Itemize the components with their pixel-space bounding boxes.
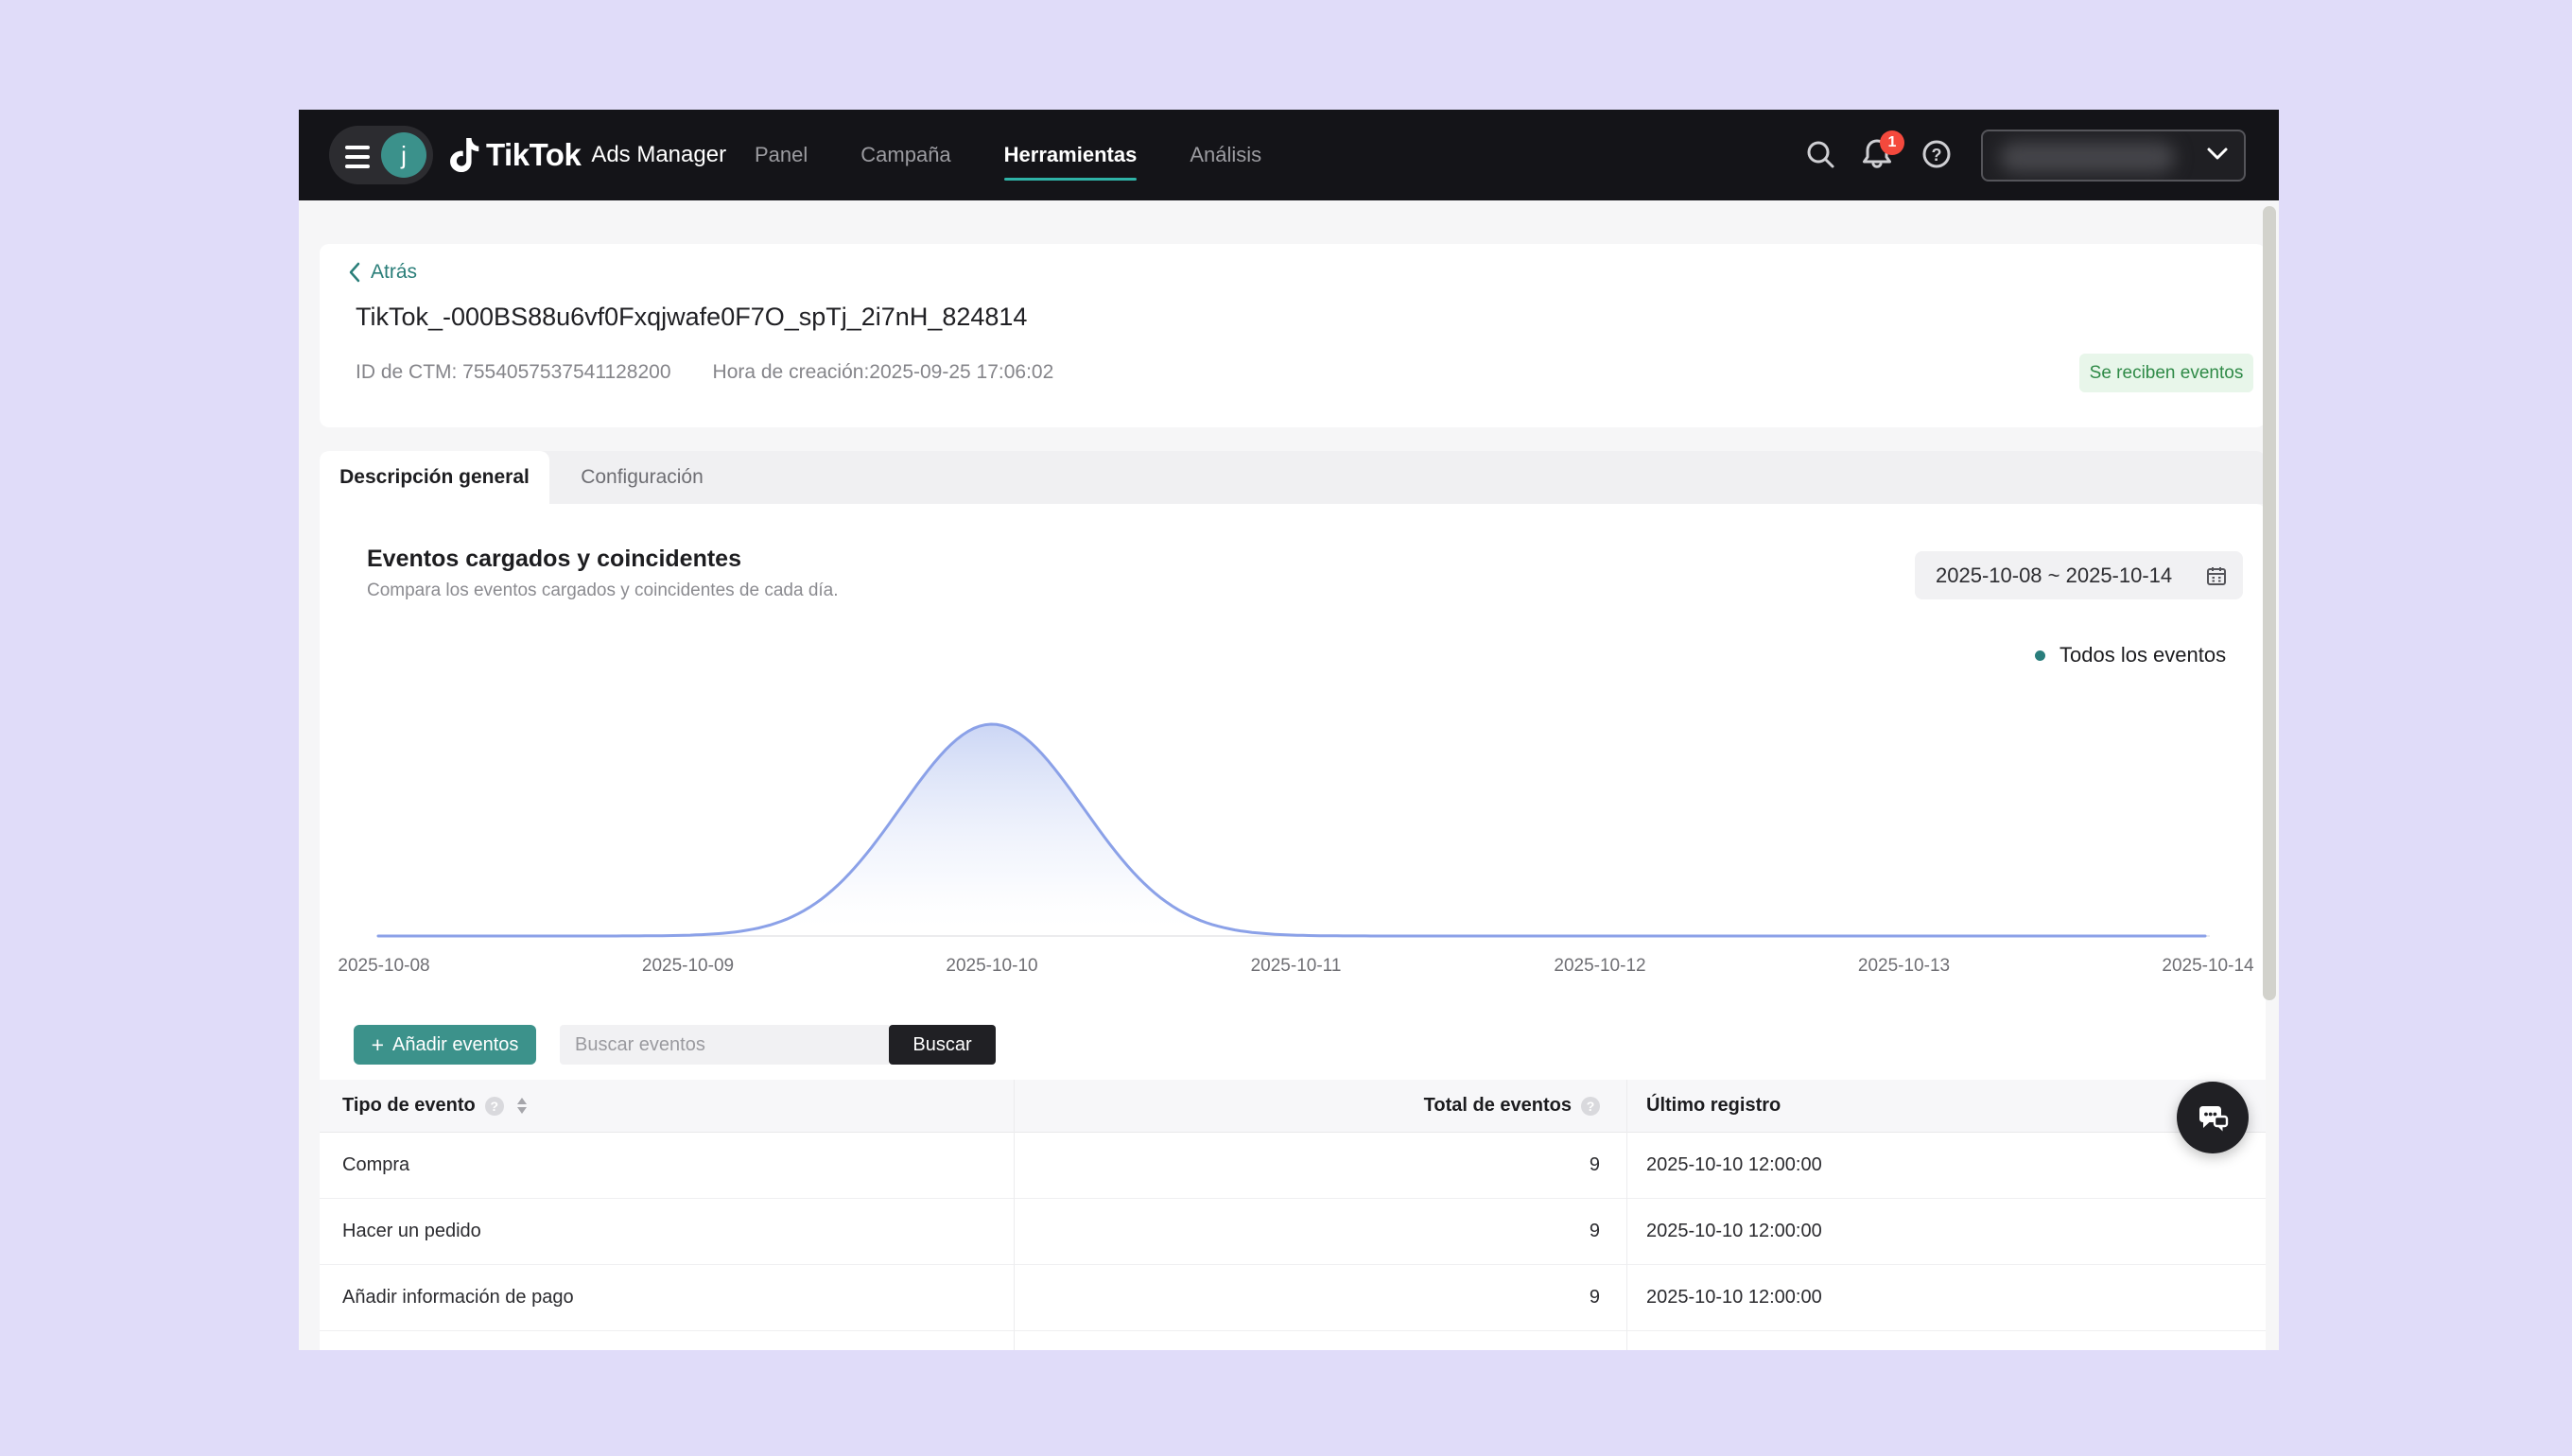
main-nav: Panel Campaña Herramientas Análisis <box>755 110 1261 200</box>
page-title: TikTok_-000BS88u6vf0Fxqjwafe0F7O_spTj_2i… <box>356 303 1027 332</box>
event-total-cell: 9 <box>1590 1287 1600 1309</box>
ads-manager-window: j TikTok Ads Manager Panel Campaña Herra… <box>299 110 2279 1350</box>
date-range-value: 2025-10-08 ~ 2025-10-14 <box>1936 563 2172 588</box>
help-icon[interactable]: ? <box>1916 133 1957 175</box>
account-name-redacted <box>2000 142 2175 173</box>
event-total-cell: 9 <box>1590 1154 1600 1176</box>
event-type-cell: Hacer un pedido <box>342 1221 481 1242</box>
chat-bubbles-icon <box>2193 1098 2233 1137</box>
notification-count-badge: 1 <box>1880 130 1904 155</box>
meta-row: ID de CTM: 7554057537541128200 Hora de c… <box>356 361 1053 384</box>
tiktok-note-icon <box>450 138 479 172</box>
tab-bar: Descripción general Configuración <box>320 451 2266 504</box>
x-axis-label: 2025-10-09 <box>642 956 734 977</box>
column-divider <box>1626 1080 1627 1350</box>
plus-icon: + <box>372 1034 384 1056</box>
account-selector[interactable] <box>1981 130 2246 182</box>
column-divider <box>1014 1080 1015 1350</box>
column-total-de-eventos: Total de eventos <box>1424 1095 1572 1117</box>
chart-line <box>378 724 2205 936</box>
status-badge: Se reciben eventos <box>2079 354 2253 392</box>
search-button[interactable]: Buscar <box>889 1025 996 1065</box>
search-input[interactable] <box>560 1025 889 1065</box>
legend-item-todos-los-eventos[interactable]: Todos los eventos <box>2035 643 2226 667</box>
x-axis-label: 2025-10-13 <box>1858 956 1950 977</box>
date-range-picker[interactable]: 2025-10-08 ~ 2025-10-14 <box>1915 551 2243 599</box>
creation-time: Hora de creación:2025-09-25 17:06:02 <box>713 361 1054 384</box>
last-record-cell: 2025-10-10 12:00:00 <box>1646 1287 1822 1308</box>
calendar-icon <box>2205 564 2228 587</box>
last-record-cell: 2025-10-10 12:00:00 <box>1646 1221 1822 1241</box>
nav-item-panel[interactable]: Panel <box>755 110 808 200</box>
nav-item-analisis[interactable]: Análisis <box>1190 110 1261 200</box>
chart-section-title: Eventos cargados y coincidentes <box>367 546 741 573</box>
ctm-id: ID de CTM: 7554057537541128200 <box>356 361 671 384</box>
tab-configuracion[interactable]: Configuración <box>549 451 735 504</box>
table-header-row: Tipo de evento ? Total de eventos ? Últi… <box>320 1080 2266 1133</box>
chart-area-fill <box>378 724 2210 936</box>
events-table: Tipo de evento ? Total de eventos ? Últi… <box>320 1080 2266 1350</box>
search-icon[interactable] <box>1799 133 1841 175</box>
chevron-left-icon <box>348 262 361 283</box>
table-row: Hacer un pedido 9 2025-10-10 12:00:00 <box>320 1199 2266 1265</box>
brand-name: TikTok <box>486 137 581 173</box>
event-source-info-card: Atrás TikTok_-000BS88u6vf0Fxqjwafe0F7O_s… <box>320 244 2266 427</box>
help-circle-icon[interactable]: ? <box>485 1097 504 1116</box>
back-label: Atrás <box>371 261 417 284</box>
help-circle-icon[interactable]: ? <box>1581 1097 1600 1116</box>
last-record-cell: 2025-10-10 12:00:00 <box>1646 1154 1822 1175</box>
add-events-label: Añadir eventos <box>392 1034 518 1056</box>
menu-avatar-pill[interactable]: j <box>329 126 433 184</box>
chevron-down-icon <box>2206 147 2229 165</box>
brand-suffix: Ads Manager <box>591 142 726 168</box>
top-navigation-bar: j TikTok Ads Manager Panel Campaña Herra… <box>299 110 2279 200</box>
tab-descripcion-general[interactable]: Descripción general <box>320 451 549 504</box>
event-type-cell: Compra <box>342 1154 409 1176</box>
hamburger-menu-icon[interactable] <box>345 146 370 168</box>
nav-item-campana[interactable]: Campaña <box>860 110 950 200</box>
table-row-clipped <box>320 1331 2266 1350</box>
events-chart <box>342 713 2211 942</box>
chart-x-axis: 2025-10-082025-10-092025-10-102025-10-11… <box>342 956 2211 979</box>
overview-panel: Eventos cargados y coincidentes Compara … <box>320 504 2266 1350</box>
avatar[interactable]: j <box>381 132 426 178</box>
x-axis-label: 2025-10-08 <box>338 956 429 977</box>
column-tipo-de-evento: Tipo de evento <box>342 1095 476 1117</box>
back-link[interactable]: Atrás <box>348 261 417 284</box>
events-search: Buscar <box>560 1025 996 1065</box>
x-axis-label: 2025-10-11 <box>1251 956 1342 977</box>
x-axis-label: 2025-10-10 <box>946 956 1037 977</box>
event-total-cell: 9 <box>1590 1221 1600 1242</box>
add-events-button[interactable]: + Añadir eventos <box>354 1025 536 1065</box>
tiktok-ads-manager-logo: TikTok Ads Manager <box>450 110 726 200</box>
table-row: Añadir información de pago 9 2025-10-10 … <box>320 1265 2266 1331</box>
x-axis-label: 2025-10-12 <box>1554 956 1645 977</box>
legend-label: Todos los eventos <box>2059 643 2226 667</box>
svg-text:?: ? <box>1932 146 1942 165</box>
column-ultimo-registro: Último registro <box>1646 1095 1781 1116</box>
nav-item-herramientas[interactable]: Herramientas <box>1004 110 1138 200</box>
legend-dot-icon <box>2035 650 2045 661</box>
event-type-cell: Añadir información de pago <box>342 1287 574 1309</box>
chart-section-subtitle: Compara los eventos cargados y coinciden… <box>367 581 839 601</box>
table-row: Compra 9 2025-10-10 12:00:00 <box>320 1133 2266 1199</box>
sort-icon[interactable] <box>517 1098 527 1114</box>
feedback-chat-button[interactable] <box>2177 1082 2249 1153</box>
vertical-scrollbar-thumb[interactable] <box>2263 206 2276 1000</box>
x-axis-label: 2025-10-14 <box>2162 956 2253 977</box>
